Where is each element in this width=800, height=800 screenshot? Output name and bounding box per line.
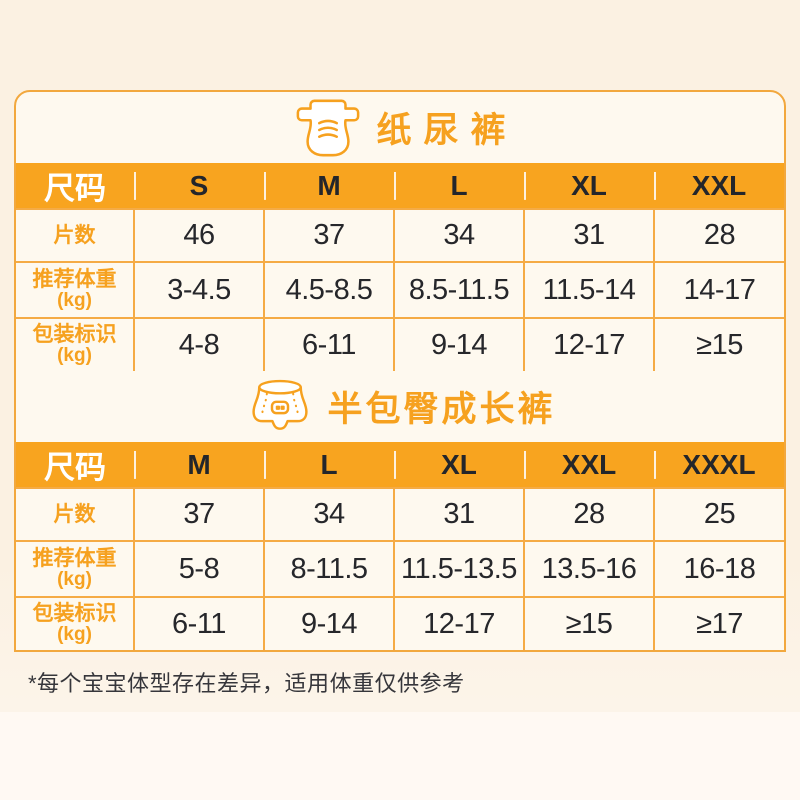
row-label-cell: 推荐体重 (kg) <box>16 261 135 319</box>
cell-value: 37 <box>133 487 265 542</box>
header-cell-size: 尺码 <box>16 163 134 209</box>
pull-up-pants-size-table: 尺码 M L XL XXL XXXL 片数 37 34 31 <box>16 442 784 650</box>
table-row-piece-count: 片数 37 34 31 28 25 <box>16 487 784 542</box>
cell-value: 3-4.5 <box>133 261 265 319</box>
cell-value: 6-11 <box>133 596 265 650</box>
cell-value: 13.5-16 <box>523 540 655 598</box>
header-cell: XXL <box>654 163 784 209</box>
header-cell: XXL <box>524 442 654 488</box>
cell-value: 6-11 <box>263 317 395 371</box>
header-cell: XXXL <box>654 442 784 488</box>
size-chart-panel: 纸尿裤 尺码 S M L XL XXL 片数 <box>14 90 786 652</box>
table-row-package-label: 包装标识 (kg) 6-11 9-14 12-17 ≥15 ≥17 <box>16 596 784 650</box>
table-header-row: 尺码 M L XL XXL XXXL <box>16 442 784 488</box>
table-header-row: 尺码 S M L XL XXL <box>16 163 784 209</box>
cell-value: ≥15 <box>523 596 655 650</box>
header-cell: S <box>134 163 264 209</box>
header-cell-size: 尺码 <box>16 442 134 488</box>
table-row-recommended-weight: 推荐体重 (kg) 3-4.5 4.5-8.5 8.5-11.5 11.5-14… <box>16 261 784 319</box>
header-cell: L <box>264 442 394 488</box>
section-1-title: 纸尿裤 <box>376 111 518 150</box>
cell-value: 16-18 <box>653 540 784 598</box>
header-cell: M <box>264 163 394 209</box>
header-cell: XL <box>524 163 654 209</box>
header-cell: L <box>394 163 524 209</box>
header-cell: XL <box>394 442 524 488</box>
cell-value: 28 <box>653 208 784 263</box>
cell-value: 14-17 <box>653 261 784 319</box>
bottom-background-strip <box>0 712 800 800</box>
cell-value: 5-8 <box>133 540 265 598</box>
cell-value: ≥17 <box>653 596 784 650</box>
row-label-cell: 片数 <box>16 208 135 263</box>
cell-value: 37 <box>263 208 395 263</box>
tape-diaper-icon <box>294 96 362 160</box>
cell-value: ≥15 <box>653 317 784 371</box>
table-row-recommended-weight: 推荐体重 (kg) 5-8 8-11.5 11.5-13.5 13.5-16 1… <box>16 540 784 598</box>
cell-value: 11.5-13.5 <box>393 540 525 598</box>
cell-value: 31 <box>393 487 525 542</box>
cell-value: 9-14 <box>263 596 395 650</box>
section-title-tape-diaper: 纸尿裤 <box>16 92 784 163</box>
section-2-title: 半包臀成长裤 <box>327 390 556 429</box>
pull-up-pants-icon <box>247 377 313 437</box>
cell-value: 4.5-8.5 <box>263 261 395 319</box>
cell-value: 31 <box>523 208 655 263</box>
header-cell: M <box>134 442 264 488</box>
table-row-package-label: 包装标识 (kg) 4-8 6-11 9-14 12-17 ≥15 <box>16 317 784 371</box>
row-label-cell: 推荐体重 (kg) <box>16 540 135 598</box>
tape-diaper-size-table: 尺码 S M L XL XXL 片数 46 37 34 31 <box>16 163 784 371</box>
footnote: *每个宝宝体型存在差异，适用体重仅供参考 <box>28 671 465 696</box>
cell-value: 34 <box>393 208 525 263</box>
table-row-piece-count: 片数 46 37 34 31 28 <box>16 208 784 263</box>
row-label-cell: 包装标识 (kg) <box>16 317 135 371</box>
cell-value: 25 <box>653 487 784 542</box>
cell-value: 8-11.5 <box>263 540 395 598</box>
cell-value: 12-17 <box>523 317 655 371</box>
row-label-cell: 片数 <box>16 487 135 542</box>
cell-value: 28 <box>523 487 655 542</box>
cell-value: 34 <box>263 487 395 542</box>
section-title-pull-up-pants: 半包臀成长裤 <box>16 371 784 442</box>
cell-value: 4-8 <box>133 317 265 371</box>
cell-value: 12-17 <box>393 596 525 650</box>
cell-value: 46 <box>133 208 265 263</box>
cell-value: 11.5-14 <box>523 261 655 319</box>
cell-value: 8.5-11.5 <box>393 261 525 319</box>
cell-value: 9-14 <box>393 317 525 371</box>
row-label-cell: 包装标识 (kg) <box>16 596 135 650</box>
